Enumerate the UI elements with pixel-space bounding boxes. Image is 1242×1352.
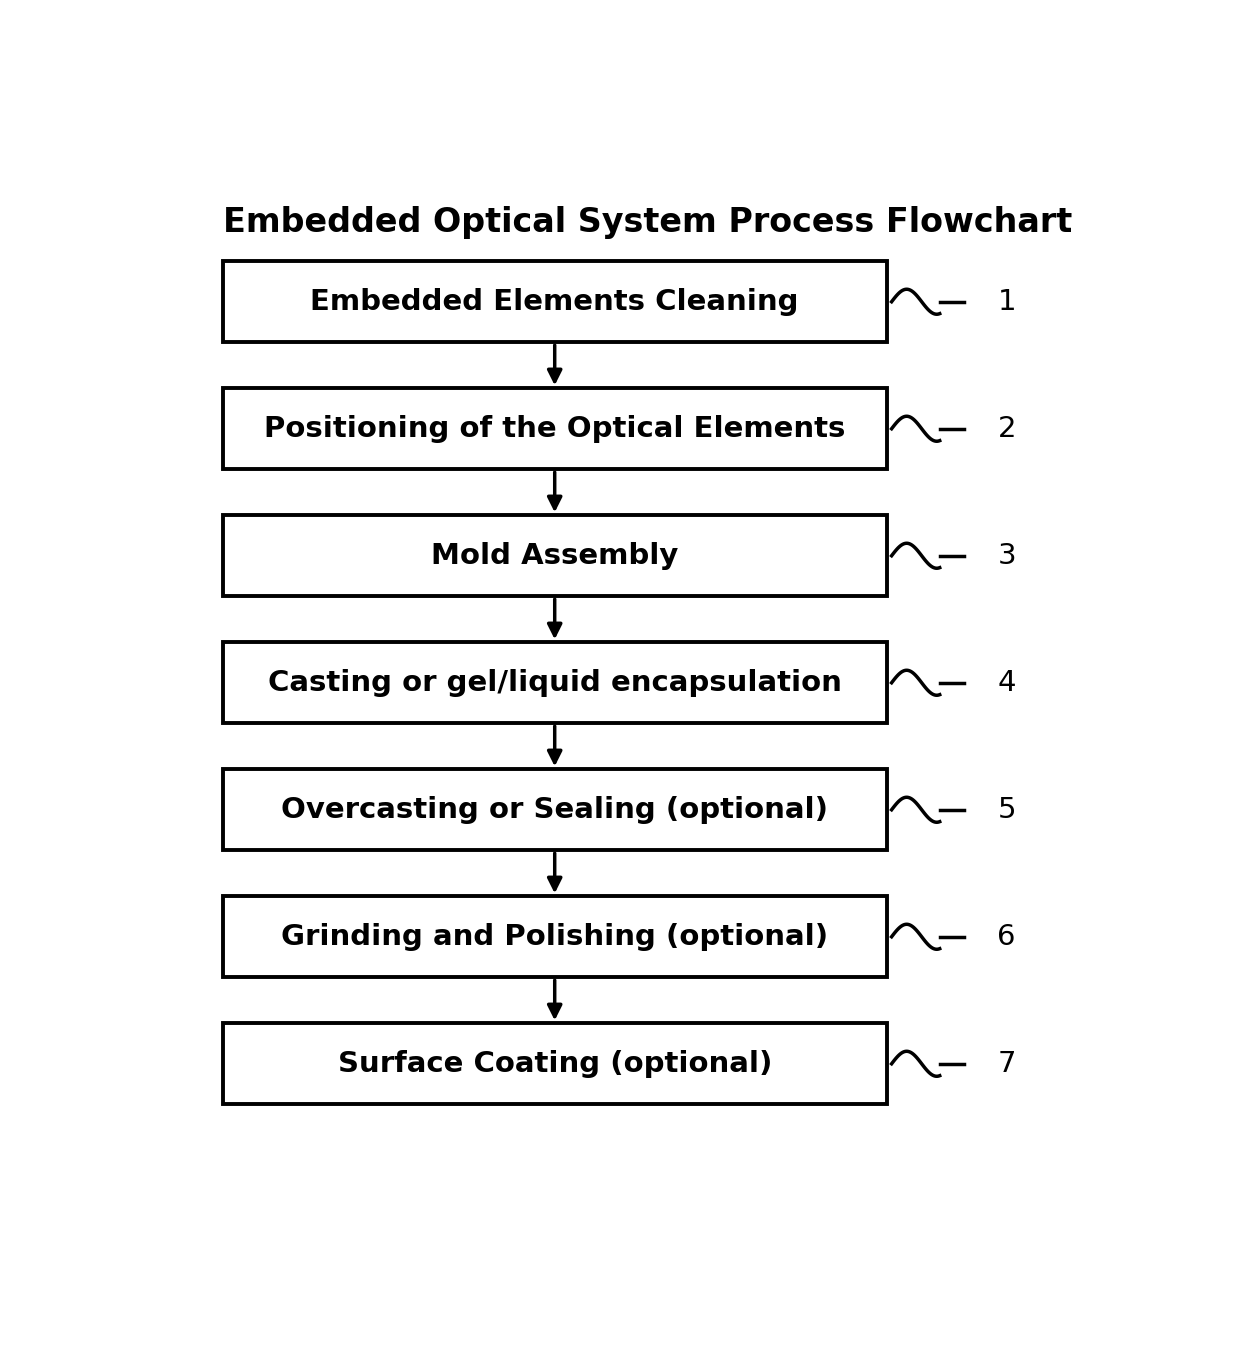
Bar [222,769,887,850]
Text: 4: 4 [997,669,1016,696]
Bar [222,1023,887,1105]
Text: 2: 2 [997,415,1016,442]
Bar [222,515,887,596]
Text: Mold Assembly: Mold Assembly [431,542,678,569]
Text: 5: 5 [997,796,1016,823]
Text: Overcasting or Sealing (optional): Overcasting or Sealing (optional) [281,796,828,823]
Text: Embedded Elements Cleaning: Embedded Elements Cleaning [310,288,799,316]
Text: Surface Coating (optional): Surface Coating (optional) [338,1049,771,1078]
Text: Casting or gel/liquid encapsulation: Casting or gel/liquid encapsulation [268,669,842,696]
Bar [222,642,887,723]
Text: Grinding and Polishing (optional): Grinding and Polishing (optional) [281,923,828,950]
Bar [222,388,887,469]
Text: 3: 3 [997,542,1016,569]
Text: 1: 1 [997,288,1016,316]
Text: 7: 7 [997,1049,1016,1078]
Text: 6: 6 [997,923,1016,950]
Text: Embedded Optical System Process Flowchart: Embedded Optical System Process Flowchar… [222,206,1072,239]
Bar [222,896,887,977]
Bar [222,261,887,342]
Text: Positioning of the Optical Elements: Positioning of the Optical Elements [265,415,846,442]
